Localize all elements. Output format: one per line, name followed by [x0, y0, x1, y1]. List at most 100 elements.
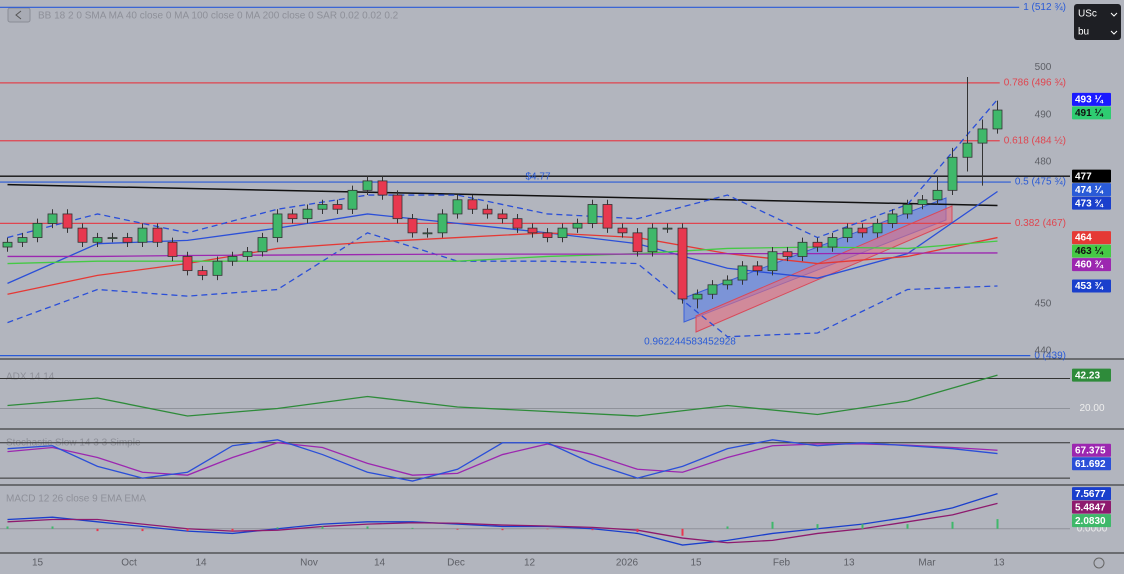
indicator-line	[7, 502, 998, 544]
candle-body	[962, 142, 973, 158]
price-label: 42.23	[1075, 370, 1100, 381]
price-label: 460 ¾	[1075, 260, 1103, 271]
x-tick-label: 15	[690, 558, 702, 569]
histogram-bar	[591, 528, 594, 531]
candle-body	[272, 213, 283, 238]
candle-body	[692, 293, 703, 300]
candle-body	[527, 227, 538, 234]
histogram-bar	[6, 526, 9, 529]
price-label-box	[1072, 183, 1111, 197]
candle-body	[752, 265, 763, 272]
candle-body	[542, 232, 553, 238]
price-label-box	[1072, 196, 1111, 210]
price-label-box	[1072, 231, 1111, 245]
candle-body	[827, 237, 838, 248]
candle-body	[707, 284, 718, 295]
candle-body	[182, 256, 193, 272]
x-tick-label: 14	[374, 558, 386, 569]
y-tick-label: 450	[1035, 298, 1052, 309]
candle-body	[902, 204, 913, 215]
y-tick-label: 20.00	[1079, 403, 1104, 414]
price-label-box	[1072, 169, 1111, 183]
candle-body	[482, 208, 493, 215]
collapse-button[interactable]	[7, 7, 31, 23]
candle-body	[152, 227, 163, 243]
candle-body	[437, 213, 448, 234]
histogram-bar	[681, 528, 684, 536]
candle-body	[647, 227, 658, 253]
candle-body	[392, 194, 403, 220]
histogram-bar	[456, 528, 459, 530]
candle-body	[662, 227, 673, 230]
candle-body	[47, 213, 58, 224]
candle-body	[497, 213, 508, 220]
candle-body	[17, 237, 28, 243]
toolbar	[1074, 4, 1121, 40]
histogram-bar	[861, 524, 864, 529]
price-label-box	[1072, 487, 1111, 501]
candle-body	[32, 222, 43, 238]
candle-body	[122, 237, 133, 243]
y-tick-label: 490	[1035, 109, 1052, 120]
candle-body	[287, 213, 298, 220]
unit[interactable]: bu	[1078, 27, 1089, 38]
candle-body	[887, 213, 898, 224]
candle-body	[857, 227, 868, 234]
histogram-bar	[96, 528, 99, 532]
candle-body	[632, 232, 643, 253]
settings-icon[interactable]	[1093, 557, 1105, 569]
fib-label: 0.618 (484 ½)	[1004, 135, 1066, 146]
price-label-box	[1072, 92, 1111, 106]
histogram-bar	[366, 526, 369, 529]
histogram-bar	[186, 528, 189, 532]
candle-body	[422, 232, 433, 235]
price-label: 453 ¾	[1075, 281, 1103, 292]
candle-body	[467, 199, 478, 210]
histogram-bar	[51, 526, 54, 529]
candle-body	[92, 237, 103, 243]
histogram-bar	[951, 521, 954, 529]
histogram-bar	[141, 528, 144, 532]
candle-body	[872, 222, 883, 234]
histogram-bar	[231, 528, 234, 532]
candle-body	[452, 199, 463, 215]
histogram-bar	[276, 527, 279, 529]
candle-body	[737, 265, 748, 281]
trend-line	[7, 183, 998, 207]
price-label: 491 ¼	[1075, 108, 1103, 119]
price-label: 2.0830	[1075, 516, 1106, 527]
dropdown-icons	[1110, 12, 1118, 35]
x-tick-label: Oct	[121, 558, 137, 569]
currency[interactable]: USc	[1078, 9, 1097, 20]
candle-body	[347, 189, 358, 210]
fib-label: 1 (512 ¾)	[1023, 2, 1066, 13]
histogram-bar	[726, 526, 729, 529]
x-tick-label: Nov	[300, 558, 318, 569]
candle-body	[167, 241, 178, 257]
annotation: $4.77	[525, 172, 550, 183]
y-tick-label: 480	[1035, 157, 1052, 168]
candle-body	[62, 213, 73, 229]
price-label-box	[1072, 244, 1111, 258]
red-channel	[695, 205, 953, 333]
candle-body	[302, 208, 313, 220]
fib-label: 0 (439)	[1034, 350, 1066, 361]
fib-label: 0.382 (467)	[1015, 218, 1066, 229]
candle-body	[77, 227, 88, 243]
indicator-line	[7, 232, 998, 295]
candle-body	[947, 156, 958, 191]
x-tick-label: 2026	[616, 558, 639, 569]
candle-body	[917, 199, 928, 205]
price-label: 464	[1075, 233, 1092, 244]
candle-body	[362, 180, 373, 191]
candle-body	[107, 237, 118, 239]
candle-body	[587, 204, 598, 224]
candle-body	[407, 218, 418, 234]
price-label: 473 ¾	[1075, 198, 1103, 209]
y-tick-label: 500	[1035, 62, 1052, 73]
candle-body	[377, 180, 388, 196]
candle-body	[932, 189, 943, 201]
x-tick-label: 15	[32, 558, 44, 569]
candle-body	[137, 227, 148, 243]
